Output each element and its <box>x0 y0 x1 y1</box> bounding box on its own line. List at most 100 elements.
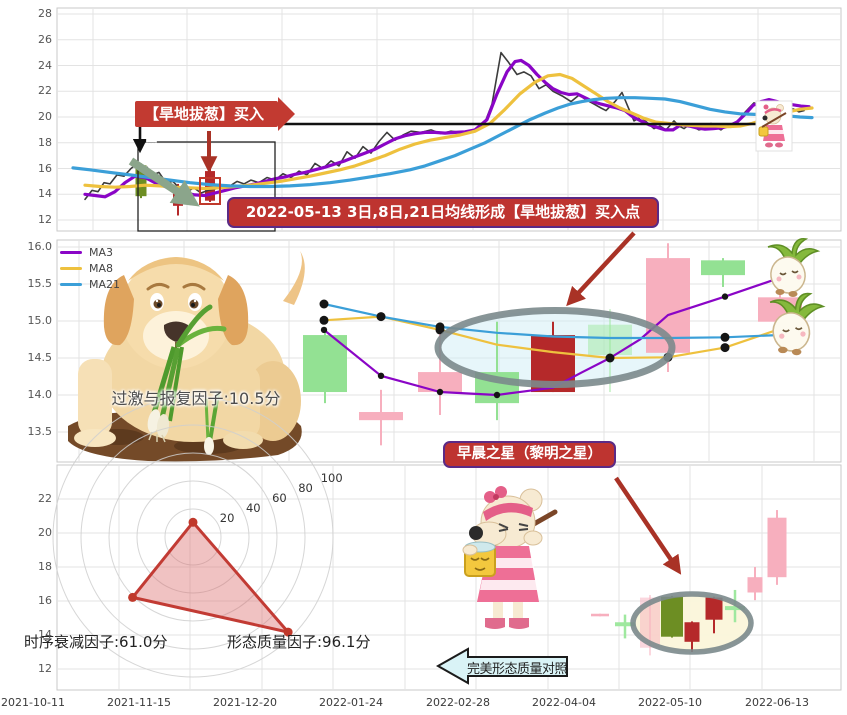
buy-signal-note-box: 2022-05-13 3日,8日,21日均线形成【旱地拔葱】买入点 <box>227 197 659 228</box>
x-tick-label: 2021-11-15 <box>107 696 171 709</box>
star-to-pattern-arrow <box>614 476 682 575</box>
x-tick-label: 2022-01-24 <box>319 696 383 709</box>
series-marker <box>720 343 730 353</box>
series-MA21 <box>322 302 802 340</box>
perfect-badge-shape <box>435 647 568 685</box>
downtrend-arrow <box>128 157 200 207</box>
candle-body <box>661 596 683 637</box>
series-MA8 <box>322 315 802 360</box>
factor-label-time-decay: 时序衰减因子:61.0分 <box>24 633 168 651</box>
zoom-region-rect <box>137 141 276 232</box>
y-tick-label: 14 <box>38 187 52 201</box>
radar-ring <box>108 452 278 622</box>
candle-body <box>705 597 723 620</box>
series-MA3 <box>83 58 811 199</box>
ma8-line-swatch <box>60 266 82 270</box>
factor-label-impulse: 过激与报复因子:10.5分 <box>111 389 281 408</box>
y-tick-label: 20 <box>38 526 52 539</box>
ma-legend: MA3 MA8 MA21 <box>60 244 120 292</box>
legend-item-ma8: MA8 <box>60 260 120 276</box>
series-marker <box>319 299 329 309</box>
candle-body <box>615 622 635 627</box>
y-tick-label: 18 <box>38 560 52 573</box>
candle-body <box>701 260 745 276</box>
x-tick-label: 2021-12-20 <box>213 696 277 709</box>
candle-body <box>767 517 787 578</box>
radar-polygon <box>131 520 290 634</box>
buy-candle-box <box>199 177 221 205</box>
y-tick-label: 16 <box>38 161 52 175</box>
series-marker <box>605 353 615 363</box>
candle-body <box>640 597 660 648</box>
series-marker <box>721 293 729 300</box>
y-tick-label: 28 <box>38 7 52 20</box>
y-tick-label: 16 <box>38 594 52 607</box>
radar-vertex <box>188 517 198 527</box>
panel-border <box>56 7 842 232</box>
y-tick-label: 14.0 <box>27 388 53 401</box>
y-tick-label: 20 <box>38 110 52 123</box>
series-marker <box>319 315 329 325</box>
candle-body <box>684 622 700 642</box>
radar-ring-label: 40 <box>245 500 261 515</box>
y-tick-label: 14 <box>38 628 52 641</box>
series-MA3 <box>322 277 779 397</box>
radar-vertex <box>128 592 138 602</box>
series-marker <box>377 372 385 379</box>
ma3-line-swatch <box>60 250 82 254</box>
radish-character <box>769 292 826 356</box>
candle-body <box>303 335 347 393</box>
y-tick-label: 12 <box>38 662 52 675</box>
perfect-pattern-badge-label: 完美形态质量对照 <box>467 662 568 677</box>
candle-body <box>725 606 745 611</box>
radar-vertex <box>283 627 293 637</box>
series-marker <box>376 312 386 322</box>
x-tick-label: 2022-02-28 <box>426 696 490 709</box>
radar-ring-label: 80 <box>298 480 313 495</box>
y-tick-label: 18 <box>38 135 52 149</box>
dog-with-scallion-illustration <box>68 251 305 462</box>
series-marker <box>720 332 730 342</box>
radish-character <box>767 238 821 297</box>
series-marker <box>493 391 501 399</box>
legend-label: MA21 <box>89 277 121 291</box>
legend-label: MA8 <box>89 261 114 275</box>
radar-ring <box>164 508 222 566</box>
candle-body <box>418 372 462 393</box>
y-tick-label: 26 <box>38 32 52 46</box>
morning-star-ellipse-ring <box>434 307 676 388</box>
series-marker <box>320 326 328 334</box>
perfect-pattern-ellipse-ring <box>630 591 754 655</box>
buy-point-banner: 【旱地拔葱】买入点 <box>135 97 295 149</box>
y-tick-label: 15.5 <box>27 277 53 290</box>
series-marker <box>435 322 445 332</box>
y-tick-label: 24 <box>38 58 52 72</box>
radar-ring-label: 60 <box>272 490 287 505</box>
note-to-pattern-arrow <box>566 231 636 307</box>
factor-radar-chart <box>52 396 334 678</box>
mascot-mini-illustration <box>758 104 787 148</box>
candle-body <box>359 412 403 421</box>
legend-item-ma21: MA21 <box>60 276 120 292</box>
x-tick-label: 2022-06-13 <box>745 696 809 709</box>
legend-label: MA3 <box>89 245 114 259</box>
radar-ring <box>136 480 250 594</box>
y-tick-label: 12 <box>38 213 52 226</box>
series-marker <box>436 388 444 396</box>
y-tick-label: 13.5 <box>27 425 53 438</box>
factor-label-pattern-quality: 形态质量因子:96.1分 <box>227 633 371 651</box>
legend-item-ma3: MA3 <box>60 244 120 260</box>
candle-body <box>588 324 632 356</box>
y-tick-label: 16.0 <box>27 240 53 253</box>
radar-ring <box>52 396 334 678</box>
mouse-character-illustration <box>462 486 558 629</box>
y-tick-label: 15.0 <box>27 314 53 327</box>
radar-ring <box>80 424 306 650</box>
x-tick-label: 2021-10-11 <box>1 696 65 709</box>
candle-body <box>591 613 609 617</box>
x-tick-label: 2022-05-10 <box>638 696 702 709</box>
series-and-candles <box>71 51 814 656</box>
pattern-ellipse-rings <box>434 307 754 655</box>
